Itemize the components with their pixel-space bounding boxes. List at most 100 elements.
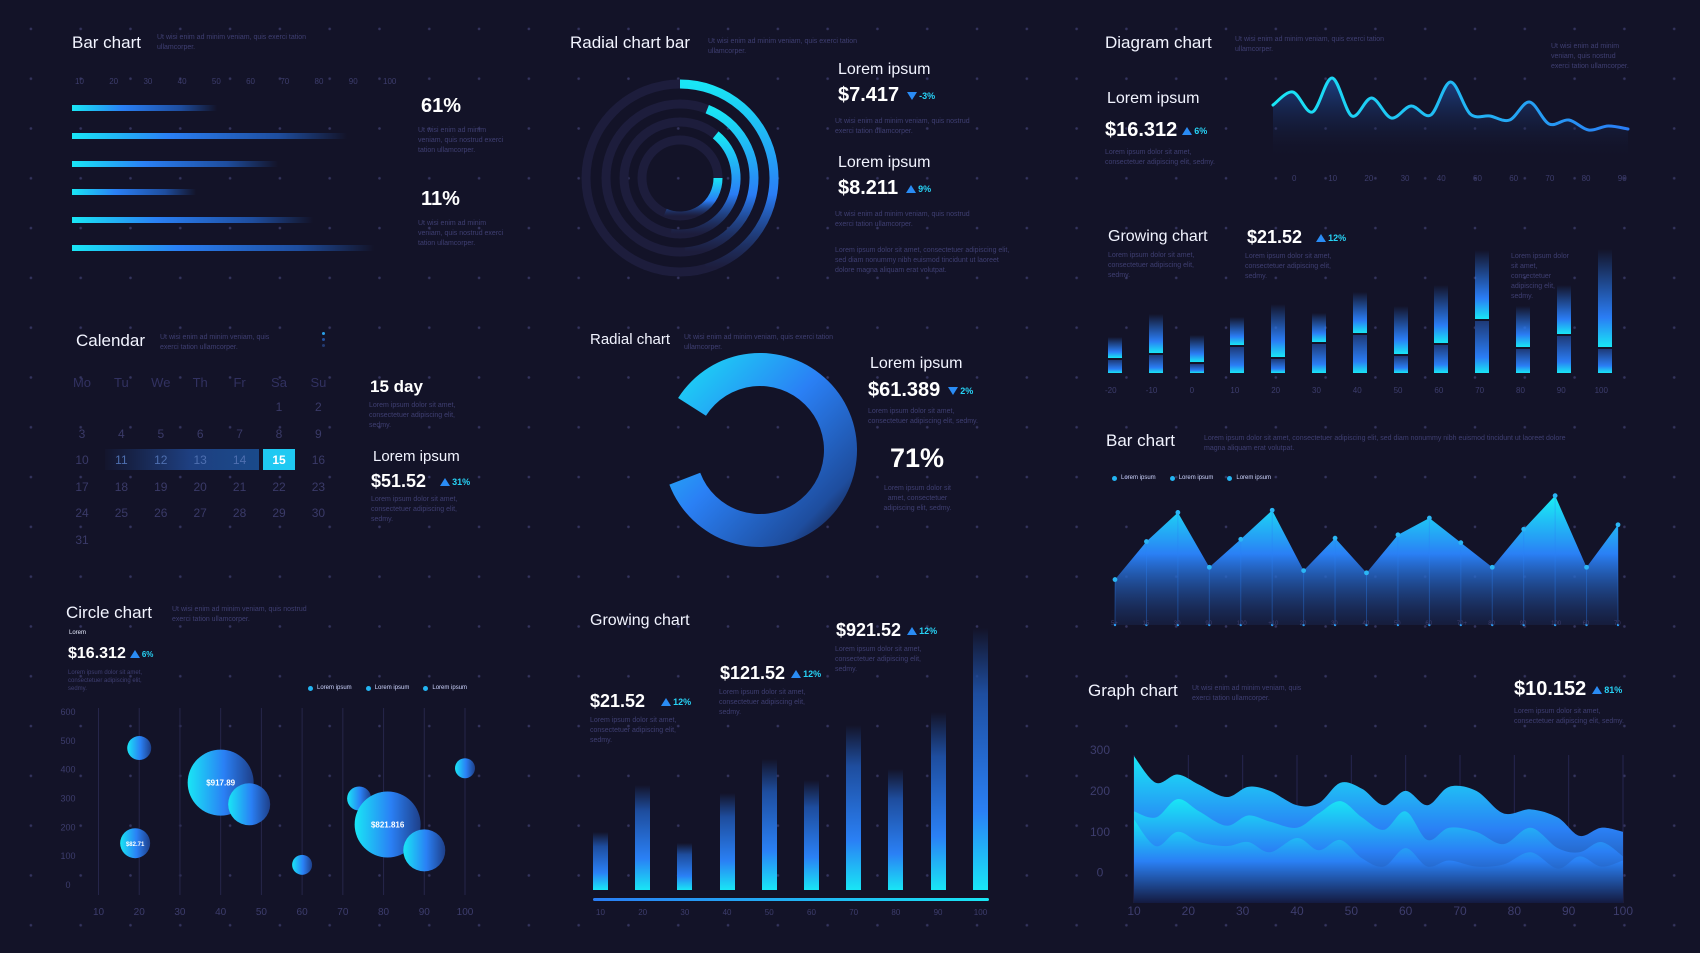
data-point	[1301, 568, 1307, 573]
legend-item: Lorem ipsum	[1169, 475, 1213, 481]
diagram-stat-value: $16.312	[1105, 119, 1178, 141]
diagram-line	[1271, 76, 1630, 132]
x-tick-label: 20	[109, 77, 119, 86]
calendar-day[interactable]: 23	[311, 479, 326, 494]
x-tick-label: 5+	[1111, 621, 1118, 627]
calendar-day[interactable]: 20	[193, 479, 207, 494]
legend-item: Lorem ipsum	[423, 685, 467, 691]
calendar-menu-button[interactable]	[322, 332, 326, 347]
calendar-weekday: Fr	[233, 375, 246, 390]
bubble	[354, 791, 421, 858]
radial-chart-stat-description: Lorem ipsum dolor sit amet, consectetuer…	[868, 408, 978, 425]
calendar-day[interactable]: 28	[232, 506, 247, 520]
data-point	[1175, 510, 1181, 515]
x-tick-label: 60	[1582, 621, 1590, 627]
calendar-day[interactable]: 11	[115, 453, 128, 467]
calendar-day[interactable]: 21	[232, 479, 247, 494]
calendar-day[interactable]: 30	[311, 506, 326, 520]
x-tick-label: 50	[1393, 621, 1401, 627]
arrow-up-icon	[661, 697, 672, 706]
bar-lower	[1230, 347, 1245, 373]
radial-chart-percent: 71%	[890, 443, 945, 473]
radial-stat2-delta-value: 9%	[918, 183, 932, 194]
x-tick-label: 60	[1399, 904, 1413, 918]
calendar-day[interactable]: 10	[75, 453, 89, 467]
bubble	[228, 783, 271, 826]
calendar-day[interactable]: 14	[232, 453, 247, 467]
y-tick-label: 200	[60, 822, 75, 832]
base-point	[1270, 623, 1274, 627]
arrow-up-icon	[907, 626, 918, 635]
base-point	[1396, 623, 1400, 627]
calendar-day[interactable]: 2	[315, 400, 322, 414]
calendar-day[interactable]: 25	[114, 506, 129, 520]
circle-stat-value: $16.312	[68, 645, 126, 662]
x-tick-label: 70	[849, 908, 859, 917]
growing-mid-stat3-description: Lorem ipsum dolor sit amet, consectetuer…	[835, 646, 922, 673]
calendar-day[interactable]: 5	[157, 426, 165, 441]
x-tick-label: 80	[1581, 174, 1591, 183]
data-point	[1584, 564, 1589, 570]
bar-chart-right-description: Lorem ipsum dolor sit amet, consectetuer…	[1204, 435, 1566, 452]
diagram-chart-title: Diagram chart	[1105, 33, 1212, 52]
calendar-day[interactable]: 26	[154, 506, 168, 520]
calendar-day[interactable]: 3	[78, 426, 86, 441]
x-tick-label: 100	[973, 908, 988, 917]
calendar-day[interactable]: 27	[193, 506, 207, 520]
calendar-day[interactable]: 18	[114, 479, 129, 494]
radial-chart-bar-description: Ut wisi enim ad minim veniam, quis exerc…	[708, 38, 857, 55]
growing-mid-stat1: $21.52 12%	[590, 691, 691, 712]
growing-mid-stat3-delta: 12%	[907, 626, 937, 636]
bar	[72, 133, 347, 139]
calendar-day[interactable]: 13	[193, 453, 207, 467]
radial-stat2: $8.211 9%	[838, 177, 931, 200]
circle-chart-title: Circle chart	[66, 603, 152, 622]
arrow-up-icon	[906, 184, 917, 193]
calendar-day[interactable]: 9	[315, 426, 322, 441]
bar	[804, 779, 819, 890]
legend-item: Lorem ipsum	[1227, 475, 1271, 481]
calendar-day[interactable]: 8	[275, 426, 283, 441]
calendar-day[interactable]: 4	[118, 426, 125, 441]
diagram-chart-side-note: Ut wisi enim ad minim veniam, quis nostr…	[1551, 43, 1629, 70]
diagram-area-chart	[1271, 76, 1630, 160]
calendar-stat-delta-value: 31%	[452, 476, 471, 487]
y-tick-label: 0	[1097, 866, 1104, 880]
calendar-day[interactable]: 12	[154, 453, 168, 467]
x-tick-label: 70	[280, 77, 290, 86]
x-tick-label: 0	[1189, 386, 1195, 395]
growing-mid-stat2-description: Lorem ipsum dolor sit amet, consectetuer…	[719, 689, 806, 716]
x-tick-label: 10	[1127, 904, 1141, 918]
calendar-weekday: Th	[192, 375, 208, 390]
area-fill	[1115, 495, 1618, 625]
calendar-day[interactable]: 1	[275, 400, 283, 414]
calendar-day[interactable]: 19	[154, 479, 168, 494]
data-point	[1489, 564, 1495, 570]
x-tick-label: 10	[93, 907, 105, 918]
calendar-day[interactable]: 7	[236, 426, 243, 441]
calendar-day[interactable]: 29	[272, 506, 286, 520]
calendar-day[interactable]: 16	[311, 453, 326, 467]
calendar-day[interactable]: 15	[272, 453, 286, 467]
bar-upper	[1597, 248, 1612, 347]
data-point	[1426, 515, 1432, 521]
growing-right-stat-delta-value: 12%	[1328, 232, 1347, 243]
calendar-day[interactable]: 22	[272, 479, 286, 494]
calendar-day[interactable]: 24	[75, 506, 89, 520]
data-point	[1615, 522, 1621, 528]
calendar-day[interactable]: 6	[196, 426, 204, 441]
graph-stat-description: Lorem ipsum dolor sit amet, consectetuer…	[1514, 708, 1624, 725]
radial-ring-value	[663, 177, 723, 221]
growing-mid-baseline	[593, 898, 989, 901]
bar-upper	[1434, 284, 1449, 343]
bar-chart-right-legend: Lorem ipsum Lorem ipsum Lorem ipsum	[1112, 475, 1285, 481]
arrow-up-icon	[1592, 685, 1603, 694]
calendar-day[interactable]: 31	[75, 532, 89, 547]
stat-61-percent: 61%	[421, 95, 462, 117]
calendar-stat-value: $51.52	[371, 471, 427, 491]
base-point	[1113, 623, 1117, 627]
bar-chart-right-area	[1112, 493, 1621, 627]
circle-chart-description: Ut wisi enim ad minim veniam, quis nostr…	[172, 606, 307, 623]
x-tick-label: 100	[1594, 386, 1608, 395]
calendar-day[interactable]: 17	[75, 479, 89, 494]
